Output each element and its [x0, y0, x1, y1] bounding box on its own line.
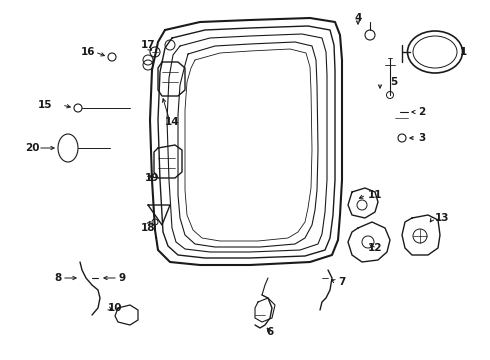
Text: 5: 5 — [390, 77, 397, 87]
Text: 13: 13 — [435, 213, 449, 223]
Text: 14: 14 — [165, 117, 179, 127]
Text: 8: 8 — [55, 273, 62, 283]
Text: 4: 4 — [354, 13, 362, 23]
Text: 12: 12 — [368, 243, 382, 253]
Text: 16: 16 — [80, 47, 95, 57]
Text: 3: 3 — [418, 133, 425, 143]
Text: 20: 20 — [25, 143, 40, 153]
Text: 18: 18 — [141, 223, 155, 233]
Text: 6: 6 — [267, 327, 273, 337]
Text: 1: 1 — [460, 47, 467, 57]
Text: 15: 15 — [38, 100, 52, 110]
Text: 11: 11 — [368, 190, 383, 200]
Text: 2: 2 — [418, 107, 425, 117]
Text: 9: 9 — [118, 273, 125, 283]
Text: 19: 19 — [145, 173, 159, 183]
Text: 7: 7 — [338, 277, 345, 287]
Text: 10: 10 — [108, 303, 122, 313]
Text: 17: 17 — [141, 40, 155, 50]
